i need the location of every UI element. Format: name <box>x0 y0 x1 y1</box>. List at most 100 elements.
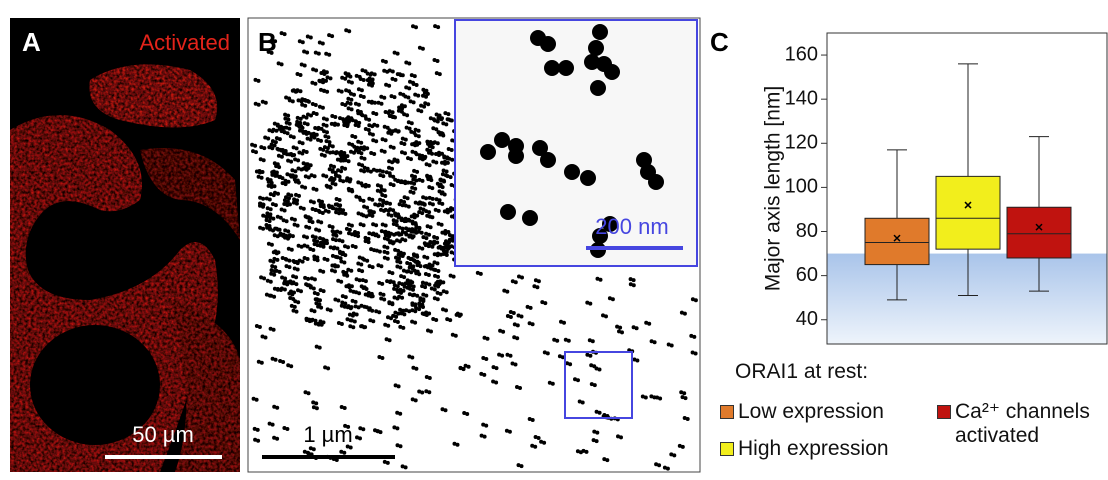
localization <box>374 223 379 228</box>
localization <box>272 143 277 148</box>
localization <box>500 353 505 358</box>
localization <box>449 148 454 152</box>
localization <box>422 202 427 207</box>
localization <box>261 158 266 163</box>
localization <box>272 294 277 299</box>
localization <box>301 206 306 211</box>
localization <box>366 236 371 241</box>
localization <box>357 278 362 283</box>
localization <box>382 188 387 193</box>
localization <box>305 257 310 261</box>
inset-localization <box>648 174 664 190</box>
localization <box>427 232 432 237</box>
localization <box>333 115 338 119</box>
localization <box>256 78 261 83</box>
localization <box>370 265 375 270</box>
localization <box>693 298 698 303</box>
localization <box>535 285 540 290</box>
localization <box>326 135 331 140</box>
localization <box>361 78 366 82</box>
localization <box>436 208 441 213</box>
localization <box>515 336 520 341</box>
localization <box>478 271 483 276</box>
localization <box>364 287 369 291</box>
localization <box>444 169 449 174</box>
localization <box>374 168 379 173</box>
localization <box>647 321 652 326</box>
localization <box>351 325 356 330</box>
localization <box>342 304 347 309</box>
localization <box>312 174 317 179</box>
scale-bar-label: 1 µm <box>303 422 352 447</box>
localization <box>282 208 287 213</box>
localization <box>316 322 321 327</box>
localization <box>383 194 388 198</box>
localization <box>576 378 580 383</box>
localization <box>363 279 368 284</box>
localization <box>427 282 432 287</box>
localization <box>346 245 350 250</box>
localization <box>400 226 405 231</box>
localization <box>345 154 350 159</box>
localization <box>382 230 387 235</box>
localization <box>343 301 348 306</box>
localization <box>436 25 441 30</box>
localization <box>484 357 489 361</box>
localization <box>682 311 687 316</box>
localization <box>358 110 363 114</box>
localization <box>407 126 412 131</box>
inset-localization <box>522 210 538 226</box>
localization <box>287 196 291 201</box>
localization <box>292 217 297 222</box>
localization <box>325 257 330 262</box>
inset-localization <box>508 138 524 154</box>
localization <box>466 364 471 369</box>
localization <box>310 220 315 225</box>
localization <box>390 110 395 115</box>
localization <box>396 311 401 316</box>
localization <box>353 299 358 304</box>
localization <box>326 209 331 214</box>
localization <box>370 232 375 237</box>
localization <box>298 89 303 94</box>
localization <box>399 253 404 258</box>
localization <box>340 239 345 244</box>
localization <box>308 137 313 142</box>
localization <box>410 235 415 240</box>
y-tick-label: 40 <box>796 308 818 330</box>
localization <box>295 267 300 272</box>
localization <box>402 312 407 317</box>
localization <box>683 396 688 401</box>
localization <box>269 50 274 55</box>
localization <box>415 169 420 174</box>
localization <box>409 157 413 162</box>
localization <box>413 398 418 403</box>
y-tick-label: 100 <box>785 176 818 198</box>
localization <box>381 292 386 297</box>
localization <box>393 115 397 120</box>
localization <box>347 89 352 94</box>
localization <box>315 292 320 296</box>
localization <box>430 151 434 156</box>
localization <box>398 265 403 270</box>
localization <box>305 450 310 455</box>
localization <box>448 318 453 323</box>
localization <box>327 140 332 145</box>
localization <box>331 246 336 251</box>
localization <box>390 302 395 307</box>
localization <box>270 146 275 151</box>
localization <box>325 89 330 94</box>
localization <box>665 466 670 471</box>
localization <box>319 305 324 310</box>
localization <box>277 269 282 274</box>
localization <box>299 167 304 172</box>
localization <box>305 50 310 55</box>
localization <box>278 124 283 129</box>
localization <box>314 112 319 116</box>
localization <box>361 95 366 99</box>
localization <box>324 117 329 122</box>
localization <box>348 306 353 311</box>
localization <box>455 442 460 447</box>
localization <box>392 95 397 100</box>
